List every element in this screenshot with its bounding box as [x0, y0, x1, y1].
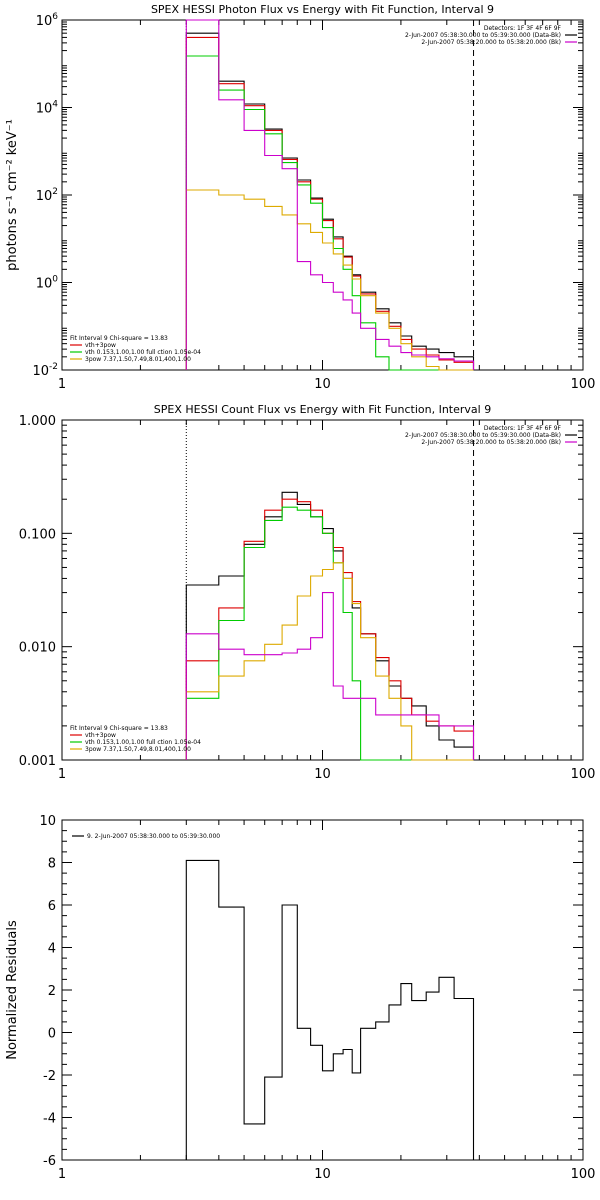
y-tick-label: 0.010	[19, 641, 56, 656]
y-tick-label: 8	[48, 857, 56, 872]
plot-frame	[61, 419, 584, 761]
series-line-3	[185, 506, 474, 761]
series-line-4	[185, 189, 474, 371]
y-tick-label: -4	[43, 1112, 56, 1127]
legend-top-entry-text: Detectors: 1F 3F 4F 6F 9F	[484, 25, 562, 32]
x-tick-label: 10	[314, 1167, 331, 1182]
y-tick-label: 100	[36, 275, 59, 292]
x-tick-label: 1	[58, 767, 66, 782]
legend-entry-text: 9. 2-Jun-2007 05:38:30.000 to 05:39:30.0…	[87, 833, 220, 840]
series-line-3	[185, 55, 474, 371]
y-tick-label: 102	[36, 187, 58, 204]
series-line-1	[185, 491, 475, 760]
legend-top-entry-text: 2-Jun-2007 05:38:20.000 to 05:38:20.000 …	[421, 39, 561, 46]
series-line-1	[185, 859, 475, 1160]
y-tick-label: 0.100	[19, 527, 56, 542]
x-tick-label: 100	[571, 377, 596, 392]
series-line-2	[185, 498, 475, 760]
legend-bottom-entry-text: vth 0.153,1.00,1.00 full ction 1.05e-04	[85, 739, 201, 746]
chart-title: SPEX HESSI Photon Flux vs Energy with Fi…	[151, 3, 494, 16]
y-tick-label: 6	[48, 899, 56, 914]
y-tick-label: 10	[39, 814, 56, 829]
y-tick-label: 0.001	[19, 754, 56, 769]
series-line-5	[185, 19, 475, 370]
y-tick-label: 0	[48, 1027, 56, 1042]
legend-bottom-entry-text: Fit Interval 9 Chi-square = 13.83	[70, 335, 168, 342]
chart-panel-3: 1 10 100 -6 -4 -2 0 2 4 6 8 10 Normalized Residuals 9…	[5, 814, 595, 1182]
chart-panel-2: SPEX HESSI Count Flux vs Energy with Fit…	[19, 403, 596, 782]
chart-panel-1: SPEX HESSI Photon Flux vs Energy with Fi…	[5, 3, 595, 392]
y-axis-label: Normalized Residuals	[5, 920, 20, 1060]
legend-top-entry-text: 2-Jun-2007 05:38:20.000 to 05:38:20.000 …	[421, 439, 561, 446]
legend-bottom-entry-text: Fit Interval 9 Chi-square = 13.83	[70, 725, 168, 732]
series-line-2	[185, 36, 475, 370]
y-tick-label: -2	[43, 1069, 56, 1084]
legend-bottom-entry-text: 3pow 7.37,1.50,7.49,8.01,400,1.00	[85, 746, 191, 753]
y-tick-label: 106	[36, 12, 59, 29]
legend-bottom-entry-text: vth+3pow	[85, 342, 116, 349]
x-tick-label: 1	[58, 377, 66, 392]
legend-bottom-entry-text: vth 0.153,1.00,1.00 full ction 1.05e-04	[85, 349, 201, 356]
legend-bottom-entry-text: vth+3pow	[85, 732, 116, 739]
plot-frame	[61, 19, 584, 371]
x-tick-label: 10	[314, 767, 331, 782]
series-line-5	[185, 592, 475, 760]
legend-top-entry-text: 2-Jun-2007 05:38:30.000 to 05:39:30.000 …	[405, 432, 561, 439]
x-tick-label: 100	[571, 1167, 596, 1182]
y-tick-label: 104	[36, 100, 59, 117]
plot-frame	[61, 819, 584, 1161]
y-axis-label: photons s⁻¹ cm⁻² keV⁻¹	[5, 119, 20, 271]
legend-top-entry-text: Detectors: 1F 3F 4F 6F 9F	[484, 425, 562, 432]
y-tick-label: 4	[48, 942, 56, 957]
y-tick-label: 1.000	[19, 414, 56, 429]
y-tick-label: 2	[48, 984, 56, 999]
y-tick-label: 10-2	[32, 362, 58, 379]
series-line-4	[185, 562, 474, 761]
x-tick-label: 1	[58, 1167, 66, 1182]
x-tick-label: 10	[314, 377, 331, 392]
y-tick-label: -6	[43, 1154, 56, 1169]
x-tick-label: 100	[571, 767, 596, 782]
legend-top-entry-text: 2-Jun-2007 05:38:30.000 to 05:39:30.000 …	[405, 32, 561, 39]
legend-bottom-entry-text: 3pow 7.37,1.50,7.49,8.01,400,1.00	[85, 356, 191, 363]
chart-title: SPEX HESSI Count Flux vs Energy with Fit…	[154, 403, 491, 416]
